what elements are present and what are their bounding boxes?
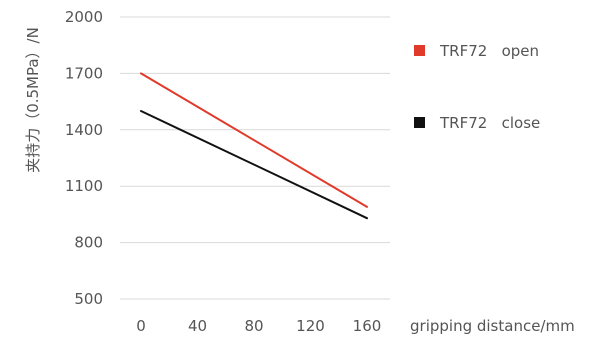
legend-label-close: TRF72 close (439, 114, 540, 132)
y-tick-label-1100: 1100 (65, 177, 103, 195)
series-line-open (140, 72, 368, 208)
gridlines (120, 16, 390, 300)
x-tick-label-120: 120 (296, 317, 325, 335)
y-tick-label-500: 500 (74, 290, 103, 308)
legend: TRF72 open TRF72 close (414, 42, 540, 132)
x-tick-label-0: 0 (136, 317, 146, 335)
y-axis-label: 夹持力（0.5MPa）/N (24, 27, 42, 173)
y-tick-label-800: 800 (74, 234, 103, 252)
x-axis-label: gripping distance/mm (410, 317, 575, 335)
y-tick-label-1400: 1400 (65, 121, 103, 139)
series-line-close (140, 110, 368, 220)
x-tick-label-80: 80 (244, 317, 263, 335)
legend-swatch-close (414, 117, 425, 128)
y-tick-labels: 2000 1700 1400 1100 800 500 (65, 8, 103, 308)
series-lines (140, 72, 368, 220)
x-tick-labels: 0 40 80 120 160 (136, 317, 381, 335)
legend-label-open: TRF72 open (439, 42, 539, 60)
legend-swatch-open (414, 45, 425, 56)
y-tick-label-1700: 1700 (65, 64, 103, 82)
y-tick-label-2000: 2000 (65, 8, 103, 26)
x-tick-label-160: 160 (353, 317, 382, 335)
x-tick-label-40: 40 (188, 317, 207, 335)
